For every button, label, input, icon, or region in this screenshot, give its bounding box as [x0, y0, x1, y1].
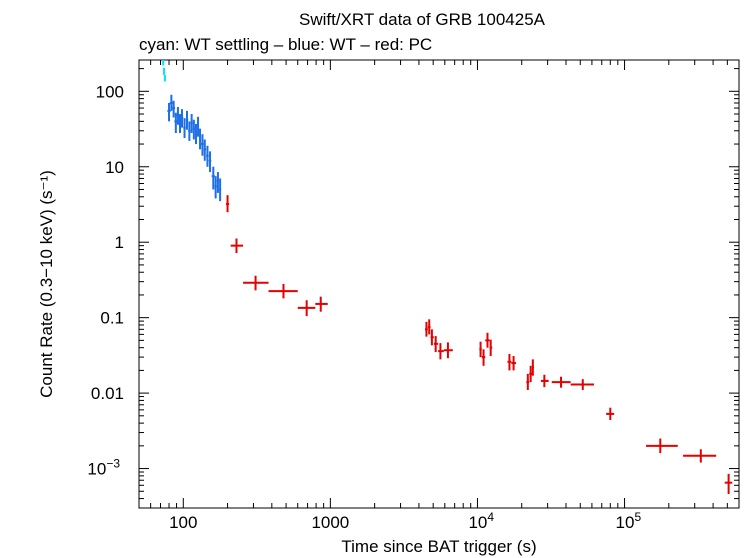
y-tick-label: 0.01 — [91, 384, 124, 403]
y-tick-label: 100 — [96, 82, 124, 101]
data-point — [540, 374, 549, 388]
chart-title: Swift/XRT data of GRB 100425A — [299, 10, 546, 29]
data-point — [511, 356, 517, 371]
y-axis-label: Count Rate (0.3−10 keV) (s⁻¹) — [37, 170, 56, 398]
x-tick-label: 104 — [468, 510, 494, 532]
data-point — [479, 341, 482, 358]
plot-frame — [138, 59, 740, 509]
data-point — [427, 319, 431, 335]
x-tick-labels: 100 1000 104 105 — [169, 510, 641, 532]
data-point — [230, 238, 244, 253]
chart-subtitle: cyan: WT settling – blue: WT – red: PC — [139, 35, 432, 54]
data-point — [219, 178, 222, 202]
data-point — [243, 275, 269, 291]
data-point — [526, 373, 530, 390]
data-point — [174, 112, 178, 134]
data-point — [531, 359, 534, 376]
data-point — [211, 166, 215, 190]
y-tick-label: 0.1 — [100, 309, 124, 328]
data-point — [646, 438, 678, 454]
data-point — [190, 114, 193, 134]
y-tick-label: 10 — [105, 158, 124, 177]
data-point — [507, 353, 512, 371]
y-tick-label: 10−3 — [87, 457, 120, 479]
data-point — [185, 110, 189, 130]
data-point — [192, 119, 195, 140]
data-point — [606, 407, 615, 421]
x-tick-label: 105 — [616, 510, 642, 532]
data-point — [163, 74, 166, 82]
data-point — [443, 342, 453, 359]
data-point — [481, 349, 486, 366]
data-point — [208, 151, 212, 173]
data-point — [489, 339, 493, 357]
x-axis-label: Time since BAT trigger (s) — [341, 537, 536, 556]
data-point — [180, 109, 184, 128]
data-point — [167, 102, 171, 122]
data-point — [203, 139, 207, 161]
data-point — [430, 329, 434, 346]
data-point — [194, 123, 198, 145]
axis-ticks — [138, 60, 740, 509]
data-point — [183, 118, 186, 139]
data-point — [214, 176, 217, 199]
data-point — [724, 473, 733, 494]
data-point — [551, 376, 571, 388]
data-point — [206, 145, 209, 167]
data-point — [425, 321, 428, 337]
data-point — [268, 283, 298, 299]
data-point — [529, 365, 533, 383]
data-point — [162, 60, 165, 66]
y-tick-label: 1 — [115, 233, 124, 252]
data-point — [438, 343, 444, 360]
data-point — [485, 332, 490, 348]
x-tick-label: 1000 — [311, 513, 349, 532]
x-tick-label: 100 — [169, 513, 197, 532]
data-point — [201, 134, 204, 156]
data-point — [199, 128, 202, 150]
data-point — [683, 449, 717, 463]
data-point — [172, 100, 176, 118]
data-point — [178, 114, 182, 134]
data-point — [570, 379, 595, 390]
data-points — [162, 60, 733, 494]
data-point — [297, 300, 316, 317]
data-point — [163, 67, 166, 75]
data-point — [433, 336, 439, 353]
data-point — [176, 106, 180, 125]
data-point — [188, 121, 191, 141]
data-point — [225, 195, 230, 213]
data-point — [216, 172, 220, 193]
data-point — [197, 116, 200, 137]
data-point — [169, 94, 173, 111]
data-point — [315, 296, 328, 312]
y-tick-labels: 100 10 1 0.1 0.01 10−3 — [87, 82, 124, 478]
